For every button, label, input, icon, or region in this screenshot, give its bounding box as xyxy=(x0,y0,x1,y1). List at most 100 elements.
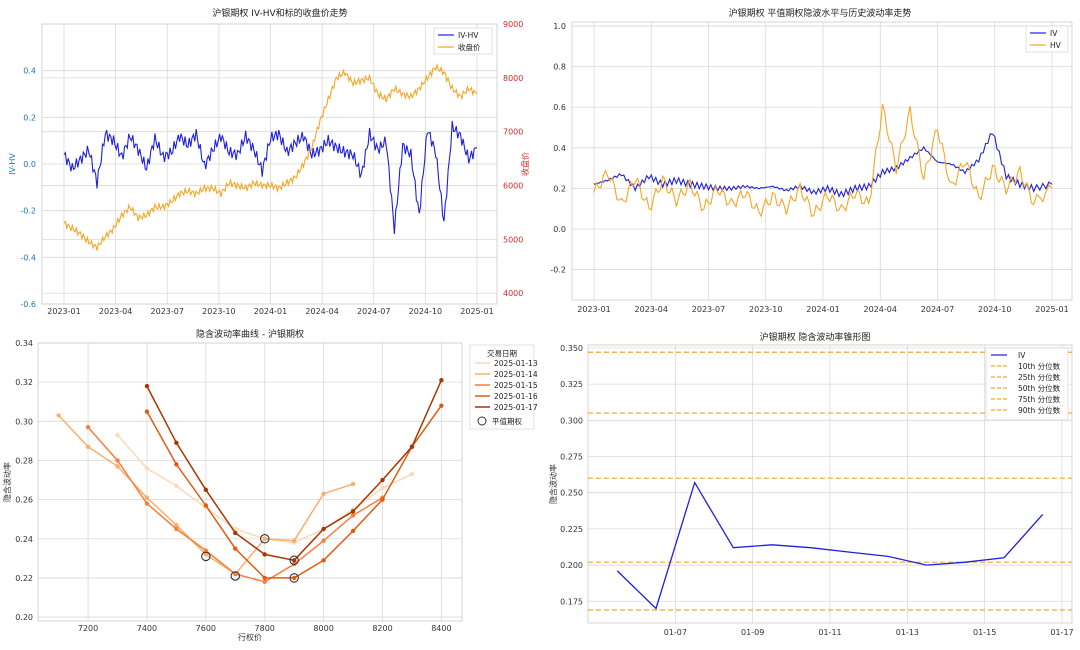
chart4-legend-item: 50th 分位数 xyxy=(1018,383,1061,393)
chart3-point xyxy=(380,497,385,502)
chart1-legend: IV-HV 收盘价 xyxy=(433,27,493,55)
chart3-point xyxy=(439,403,444,408)
chart3-plot-area xyxy=(37,342,463,622)
chart3-point xyxy=(115,458,120,463)
chart2-xtick: 2023-07 xyxy=(692,305,725,314)
chart3-point xyxy=(203,503,209,508)
chart3-series-line xyxy=(146,405,443,579)
chart2-legend-hv: HV xyxy=(1050,41,1062,50)
chart3-legend-item: 2025-01-17 xyxy=(494,403,538,412)
chart3-point xyxy=(203,548,209,553)
chart3-legend-item: 2025-01-16 xyxy=(494,392,538,401)
chart2-legend: IV HV xyxy=(1025,25,1069,53)
chart2-ytick: 0.8 xyxy=(553,63,566,72)
chart1-ytick: 0.0 xyxy=(23,160,36,169)
chart1-xtick: 2024-07 xyxy=(357,307,390,316)
chart3-point xyxy=(115,464,120,469)
chart1-ytick: -0.6 xyxy=(20,300,36,309)
chart3-point xyxy=(233,546,238,551)
chart1-series-close xyxy=(63,62,478,251)
chart4-ytick: 0.275 xyxy=(560,452,583,461)
chart1-legend-close: 收盘价 xyxy=(458,42,481,52)
chart3-point xyxy=(291,575,297,581)
chart2-ytick: 1.0 xyxy=(553,22,566,31)
chart4-legend-item: 75th 分位数 xyxy=(1018,394,1061,404)
chart1-ytick: 0.4 xyxy=(23,67,36,76)
chart1-y2label: 收盘价 xyxy=(520,152,530,176)
chart3-ylabel: 隐含波动率 xyxy=(2,462,12,502)
chart2-xtick: 2024-04 xyxy=(864,305,897,314)
chart2-xtick: 2024-10 xyxy=(978,305,1011,314)
chart2-xtick: 2024-01 xyxy=(806,305,839,314)
chart1-legend-ivhv: IV-HV xyxy=(458,31,479,40)
chart2-legend-box xyxy=(1025,25,1069,53)
chart3-point xyxy=(144,409,150,414)
chart3-point xyxy=(56,413,61,418)
chart3-xtick: 8000 xyxy=(313,624,333,633)
chart3-legend-title: 交易日期 xyxy=(487,348,517,358)
chart3-point xyxy=(350,509,356,514)
chart4-ylabel: 隐含波动率 xyxy=(548,464,558,504)
chart1-xtick: 2023-01 xyxy=(47,307,80,316)
chart2-xtick: 2023-10 xyxy=(749,305,782,314)
chart1-xtick: 2023-04 xyxy=(99,307,132,316)
chart4-legend-item: 90th 分位数 xyxy=(1018,405,1061,415)
chart4-ytick: 0.200 xyxy=(560,561,583,570)
chart4-legend-item: 25th 分位数 xyxy=(1018,372,1061,382)
chart4-ytick: 0.225 xyxy=(560,525,583,534)
chart2-xtick: 2024-07 xyxy=(921,305,954,314)
chart3-point xyxy=(350,481,356,487)
chart1-ytick: 0.2 xyxy=(23,113,36,122)
chart2-ytick: 0.0 xyxy=(553,225,566,234)
chart3-point xyxy=(291,538,297,543)
chart3-point xyxy=(85,424,91,430)
chart-ivhv-close: 沪银期权 IV-HV和标的收盘价走势 -0.6 -0.4 -0.2 0.0 0.2 0.4… xyxy=(8,7,530,316)
chart1-y2tick: 6000 xyxy=(503,182,523,191)
chart4-legend-item: 10th 分位数 xyxy=(1018,361,1061,371)
chart3-legend-item: 2025-01-13 xyxy=(494,359,538,368)
chart3-point xyxy=(115,432,120,438)
chart3-legend-atm-marker xyxy=(477,416,487,426)
chart3-point xyxy=(409,444,415,449)
chart1-y2tick: 7000 xyxy=(503,128,523,137)
chart3-xtick: 7200 xyxy=(78,624,98,633)
chart3-point xyxy=(174,526,179,532)
chart3-point xyxy=(144,495,150,500)
chart1-xtick: 2023-07 xyxy=(151,307,184,316)
chart1-ytick: -0.4 xyxy=(20,253,36,262)
chart1-y2tick: 8000 xyxy=(503,74,523,83)
chart3-point xyxy=(262,552,267,557)
chart1-xtick: 2024-04 xyxy=(305,307,338,316)
chart4-ytick: 0.350 xyxy=(560,344,583,353)
chart3-point xyxy=(174,483,179,489)
chart-iv-hv: 沪银期权 平值期权隐波水平与历史波动率走势 -0.2 0.0 0.2 0.4 0.6 0.… xyxy=(550,7,1073,314)
chart1-xtick: 2024-01 xyxy=(254,307,287,316)
chart2-ytick: 0.2 xyxy=(553,184,566,193)
chart3-atm-marker xyxy=(259,534,270,544)
chart3-point xyxy=(350,513,356,518)
chart3-ytick: 0.24 xyxy=(15,535,33,544)
chart3-point xyxy=(439,377,444,383)
chart3-point xyxy=(321,558,326,563)
chart4-ytick: 0.325 xyxy=(560,380,583,389)
chart3-ytick: 0.28 xyxy=(15,456,33,465)
chart3-ytick: 0.34 xyxy=(15,339,33,348)
chart3-atm-marker xyxy=(230,571,241,581)
chart3-point xyxy=(203,552,209,557)
chart3-legend-atm: 平值期权 xyxy=(492,416,522,426)
chart3-xtick: 7600 xyxy=(196,624,216,633)
chart-iv-cone: 沪银期权 隐含波动率锥形图 0.175 0.200 0.225 0.250 0.275 0… xyxy=(548,331,1074,637)
chart3-point xyxy=(144,466,150,471)
chart3-point xyxy=(321,538,326,543)
chart3-point xyxy=(203,487,209,493)
chart1-legend-box xyxy=(433,27,493,55)
chart3-atm-marker xyxy=(289,555,299,566)
chart4-legend-box xyxy=(985,347,1069,421)
chart3-ytick: 0.22 xyxy=(15,574,33,583)
chart3-point xyxy=(174,440,179,446)
chart3-xtick: 7400 xyxy=(137,624,157,633)
chart3-point xyxy=(380,485,385,491)
chart2-series-iv xyxy=(593,133,1053,199)
